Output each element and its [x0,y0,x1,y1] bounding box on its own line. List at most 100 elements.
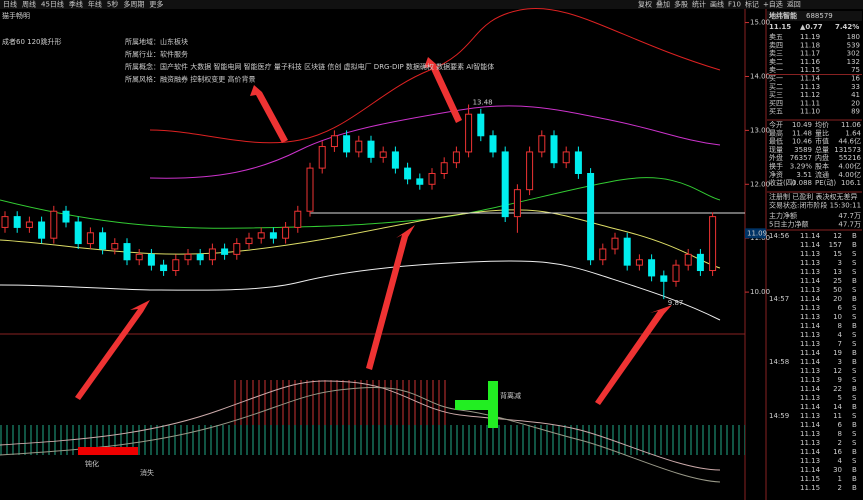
period-tab[interactable]: 更多 [149,0,163,9]
tick-side: B [852,322,857,330]
book-price: 11.10 [800,108,820,116]
stat-value: 3.51 [796,171,812,179]
tick-price: 11.13 [800,457,820,465]
stat-label: 市值 [815,137,829,146]
tool-button[interactable]: +自选 [763,0,783,9]
candle-body [367,140,375,158]
candle-body [147,253,155,266]
book-volume: 302 [847,50,860,58]
toolbar [0,0,863,9]
candle-body [257,232,265,239]
candle-body [99,232,107,250]
tick-price: 11.13 [800,331,820,339]
tick-side: S [852,259,857,267]
tick-side: B [852,241,857,249]
tool-button[interactable]: 画线 [710,0,724,9]
tick-price: 11.14 [800,448,821,456]
candle-body [465,113,473,153]
candle-body [391,151,399,169]
book-price: 11.19 [800,33,820,41]
book-volume: 75 [851,66,860,74]
stock-price: 11.15 [769,23,791,31]
period-tab[interactable]: 多周期 [123,0,144,9]
price-tag [745,228,766,239]
stat-label: 净资 [769,170,783,179]
tick-volume: 6 [838,304,843,312]
candle-body [428,173,436,185]
profile-value: 国产软件 大数据 智能电网 智能医疗 量子科技 区块链 信创 虚拟电厂 DRG-… [160,62,494,71]
tool-button[interactable]: F10 [728,1,741,9]
period-tab[interactable]: 日线 [3,0,17,9]
tick-volume: 7 [838,340,842,348]
tick-time: 14:59 [769,412,789,420]
book-volume: 539 [847,41,860,49]
book-label: 卖三 [769,50,783,58]
tick-price: 11.14 [800,295,821,303]
candle-body [696,253,704,272]
stat-label: 均价 [815,120,829,129]
stat-value: 11.06 [841,121,862,129]
tick-side: B [852,466,857,474]
tick-price: 11.14 [800,241,821,249]
tick-side: B [852,484,857,492]
period-tab[interactable]: 年线 [88,0,102,9]
candle-body [684,253,692,266]
high-label: 13.48 [473,99,493,107]
tick-volume: 157 [829,241,842,249]
tool-button[interactable]: 返回 [787,1,801,9]
stat-value: 0.088 [792,179,812,187]
stock-pct: 7.42% [835,23,859,31]
candle-body [62,210,70,223]
candle-body [489,135,497,153]
tick-price: 11.14 [800,403,821,411]
tick-volume: 14 [833,403,842,411]
tick-side: S [852,340,857,348]
tick-side: S [852,304,857,312]
period-tab[interactable]: 5秒 [107,0,118,9]
tick-volume: 19 [833,349,842,357]
candle-body [74,221,82,245]
tick-volume: 2 [838,439,842,447]
tick-volume: 5 [838,394,842,402]
candle-body [1,216,9,228]
book-price: 11.13 [800,83,820,91]
candle-body [50,210,58,239]
y-tick-label: 10.00 [750,288,770,296]
tool-button[interactable]: 复权 [638,0,652,9]
tick-volume: 12 [833,232,842,240]
book-volume: 33 [851,83,860,91]
tick-volume: 50 [833,286,842,294]
tick-volume: 12 [833,367,842,375]
tick-volume: 4 [838,457,843,465]
profile-label: 所属概念： [125,62,160,71]
book-volume: 132 [847,58,860,66]
stat-value: 44.6亿 [838,137,861,146]
tick-price: 11.13 [800,394,820,402]
tick-volume: 10 [833,313,842,321]
period-tab[interactable]: 45日线 [41,0,64,9]
period-tab[interactable]: 季线 [69,0,83,9]
candle-body [379,151,387,158]
period-tab[interactable]: 周线 [22,0,36,9]
tool-button[interactable]: 标记 [745,0,759,9]
y-tick-label: 12.00 [750,180,770,188]
tick-price: 11.13 [800,412,820,420]
tick-side: S [852,286,857,294]
indicator-line [0,386,721,483]
tick-side: S [852,313,857,321]
tick-price: 11.14 [800,349,821,357]
tick-side: B [852,358,857,366]
book-volume: 180 [847,33,860,41]
candle-body [477,113,485,137]
tick-side: B [852,385,857,393]
candle-body [501,151,509,218]
tick-price: 11.13 [800,376,820,384]
tool-button[interactable]: 统计 [692,0,706,9]
candle-body [587,173,595,261]
tool-button[interactable]: 叠加 [656,0,670,9]
candle-body [416,178,424,185]
candle-body [404,167,412,180]
flow-value: 47.7万 [838,212,861,220]
tool-button[interactable]: 多股 [674,0,688,9]
